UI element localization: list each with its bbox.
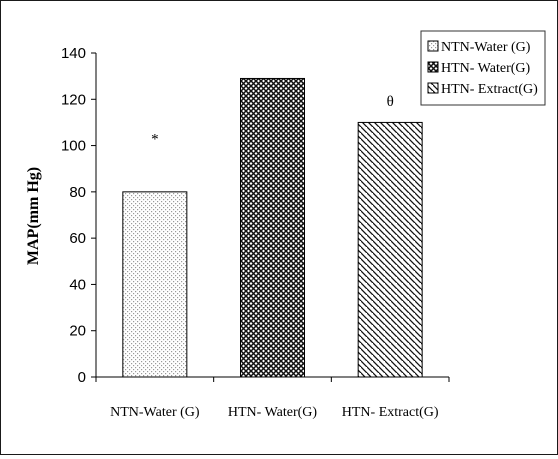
legend-swatch — [427, 40, 439, 52]
y-tick-label: 100 — [61, 138, 86, 155]
y-tick-label: 140 — [61, 45, 86, 62]
legend-entry: NTN-Water (G) — [441, 40, 531, 55]
bar-1 — [122, 191, 188, 378]
x-category-label: HTN- Water(G) — [228, 405, 318, 420]
y-tick-label: 120 — [61, 91, 86, 108]
legend-swatch — [427, 61, 439, 73]
y-tick-label: 60 — [69, 230, 86, 247]
y-tick-label: 20 — [69, 323, 86, 340]
y-axis: 0 20 40 60 80 100 120 140 — [61, 45, 97, 386]
y-tick-label: 0 — [78, 369, 86, 386]
legend-swatch — [427, 82, 439, 94]
bars — [122, 77, 423, 378]
legend-box — [420, 30, 546, 106]
legend-entry: HTN- Extract(G) — [441, 82, 538, 97]
significance-marker: * — [151, 131, 159, 147]
legend: NTN-Water (G) HTN- Water(G) HTN- Extract(G… — [420, 30, 546, 106]
x-axis: NTN-Water (G) HTN- Water(G) HTN- Extract(G… — [95, 376, 450, 420]
y-tick-label: 80 — [69, 184, 86, 201]
significance-marker: θ — [387, 94, 394, 110]
annotations: *θ — [151, 94, 394, 147]
bar-2 — [240, 77, 305, 378]
x-category-label: NTN-Water (G) — [110, 405, 200, 420]
y-axis-label: MAP(mm Hg) — [25, 167, 42, 265]
x-category-label: HTN- Extract(G) — [342, 405, 439, 420]
y-tick-label: 40 — [69, 276, 86, 293]
legend-entry: HTN- Water(G) — [441, 61, 531, 76]
bar-3 — [357, 121, 423, 378]
